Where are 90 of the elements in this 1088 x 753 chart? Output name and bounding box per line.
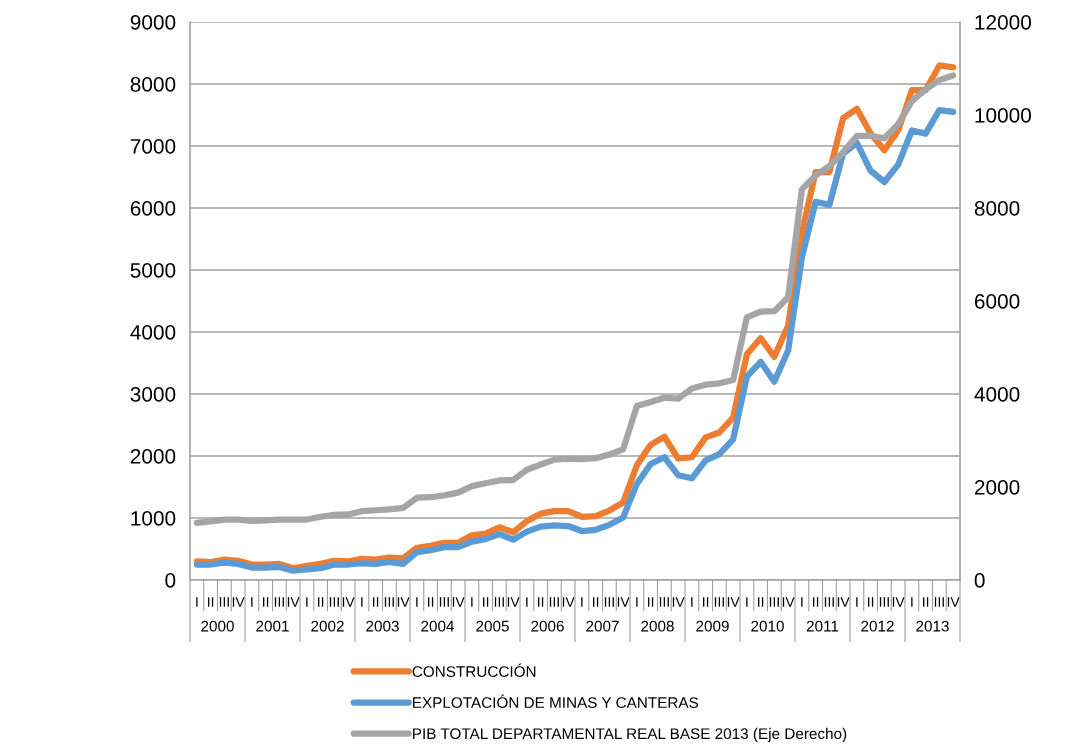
text: 2006 — [531, 620, 564, 632]
x-tick-label: I — [306, 597, 308, 607]
y-tick-label: 8000 — [130, 77, 176, 92]
y2-tick-label: 0 — [974, 573, 985, 588]
text: 2002 — [311, 620, 344, 632]
x-tick-label: III — [329, 597, 339, 607]
text: 2010 — [751, 620, 784, 632]
y-tick-label: 2000 — [130, 449, 176, 464]
x-tick-label: II — [318, 597, 324, 607]
y2-tick-label: 10000 — [975, 108, 1032, 123]
x-tick-label: I — [801, 597, 803, 607]
y-tick-label: 4000 — [130, 325, 176, 340]
x-tick-label: III — [659, 597, 669, 607]
x-tick-label: III — [934, 597, 944, 607]
text: 2001 — [256, 620, 289, 632]
x-tick-label: II — [758, 597, 764, 607]
y-tick-label: 9000 — [130, 15, 176, 30]
y-tick-label: 1000 — [131, 511, 176, 526]
x-tick-label: II — [538, 597, 544, 607]
x-tick-label: II — [428, 597, 434, 607]
x-tick-label: III — [714, 597, 724, 607]
x-tick-label: III — [219, 597, 229, 607]
y-tick-label: 6000 — [130, 201, 176, 216]
x-tick-label: I — [361, 597, 363, 607]
text: 2013 — [916, 620, 949, 632]
x-tick-label: I — [911, 597, 913, 607]
x-tick-label: III — [604, 597, 614, 607]
x-tick-label: I — [581, 597, 583, 607]
x-tick-label: III — [769, 597, 779, 607]
legend-label: CONSTRUCCIÓN — [412, 663, 536, 677]
x-tick-label: IV — [617, 597, 630, 607]
x-tick-label: I — [196, 597, 198, 607]
x-tick-label: II — [813, 597, 819, 607]
x-tick-label: III — [384, 597, 394, 607]
x-tick-label: II — [703, 597, 709, 607]
x-tick-label: I — [691, 597, 693, 607]
y2-tick-label: 2000 — [974, 480, 1020, 495]
x-tick-label: I — [416, 597, 418, 607]
x-tick-label: III — [494, 597, 504, 607]
x-tick-label: I — [856, 597, 858, 607]
x-tick-label: IV — [562, 597, 575, 607]
x-tick-label: II — [923, 597, 929, 607]
x-tick-label: I — [636, 597, 638, 607]
x-tick-label: III — [439, 597, 449, 607]
y-tick-label: 3000 — [130, 387, 176, 402]
legend-label: PIB TOTAL DEPARTAMENTAL REAL BASE 2013 (Eje Derecho) — [413, 727, 847, 743]
x-tick-label: II — [208, 597, 214, 607]
x-tick-label: IV — [342, 597, 355, 607]
x-tick-label: I — [746, 597, 748, 607]
x-tick-label: IV — [837, 597, 850, 607]
text: 2003 — [366, 620, 399, 632]
y2-tick-label: 8000 — [974, 201, 1020, 216]
text: 2005 — [476, 620, 509, 632]
y-tick-label: 7000 — [130, 139, 176, 154]
x-tick-label: IV — [232, 597, 245, 607]
x-tick-label: IV — [947, 597, 960, 607]
text: 2000 — [201, 620, 234, 632]
text: 2011 — [806, 620, 839, 632]
text: 2009 — [696, 620, 729, 632]
x-tick-label: II — [648, 597, 654, 607]
x-tick-label: III — [879, 597, 889, 607]
x-tick-label: IV — [672, 597, 685, 607]
x-tick-label: II — [483, 597, 489, 607]
x-tick-label: IV — [727, 597, 740, 607]
x-tick-label: II — [868, 597, 874, 607]
y-tick-label: 5000 — [130, 263, 176, 278]
y2-tick-label: 12000 — [975, 15, 1032, 30]
text: 2012 — [861, 620, 894, 632]
x-tick-label: IV — [892, 597, 905, 607]
x-tick-label: IV — [287, 597, 300, 607]
x-tick-label: IV — [782, 597, 795, 607]
x-tick-label: II — [263, 597, 269, 607]
x-tick-label: I — [471, 597, 473, 607]
x-tick-label: I — [526, 597, 528, 607]
legend-label: EXPLOTACIÓN DE MINAS Y CANTERAS — [413, 694, 699, 709]
y2-tick-label: 4000 — [974, 387, 1020, 402]
x-tick-label: I — [251, 597, 253, 607]
text: 2008 — [641, 620, 674, 632]
x-tick-label: IV — [452, 597, 465, 607]
x-tick-label: III — [824, 597, 834, 607]
text: 2004 — [421, 620, 455, 632]
x-tick-label: III — [274, 597, 284, 607]
x-tick-label: IV — [507, 597, 520, 607]
x-tick-label: II — [373, 597, 379, 607]
x-tick-label: II — [593, 597, 599, 607]
x-tick-label: IV — [397, 597, 410, 607]
x-tick-label: III — [549, 597, 559, 607]
text: 2007 — [586, 620, 619, 632]
y2-tick-label: 6000 — [974, 294, 1020, 309]
y-tick-label: 0 — [165, 573, 176, 588]
